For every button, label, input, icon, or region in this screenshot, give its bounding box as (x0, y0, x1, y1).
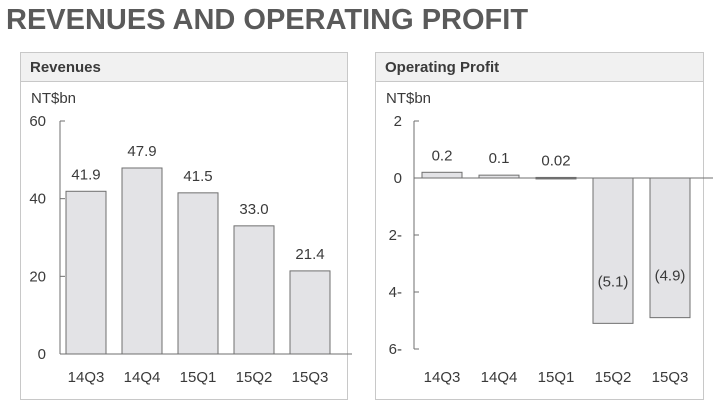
x-category-label: 15Q2 (595, 369, 632, 386)
value-label: (4.9) (655, 268, 686, 285)
value-label: 47.9 (127, 143, 156, 160)
page-title: REVENUES AND OPERATING PROFIT (6, 4, 529, 36)
operating-profit-chart: 2 0 2- 4- 6- 0.2 14Q3 0.1 14Q4 0.02 15Q1 (5.1) 15Q2 (… (389, 113, 713, 386)
x-category-label: 15Q3 (292, 369, 329, 386)
y-tick-label: 0 (38, 346, 46, 363)
value-label: 33.0 (239, 201, 268, 218)
y-tick-label: 2- (389, 227, 402, 244)
value-label: 41.9 (71, 166, 100, 183)
x-category-label: 14Q4 (124, 369, 161, 386)
x-category-label: 14Q4 (481, 369, 518, 386)
revenues-panel-title: Revenues (21, 53, 347, 82)
y-tick-label: 60 (29, 113, 46, 130)
bar-15q3 (289, 270, 331, 355)
operating-profit-panel-title: Operating Profit (376, 53, 703, 82)
x-category-label: 15Q2 (236, 369, 273, 386)
value-label: (5.1) (598, 273, 629, 290)
revenues-panel: Revenues NT$bn 0 20 40 60 41.9 14Q3 47.9 14Q4 41… (20, 52, 352, 400)
y-tick-label: 20 (29, 268, 46, 285)
bar-15q3 (649, 177, 691, 319)
value-label: 21.4 (295, 246, 324, 263)
bar-14q4 (121, 167, 163, 355)
bar-15q2 (233, 225, 275, 355)
bar-15q1 (177, 192, 219, 355)
y-tick-label: 4- (389, 284, 402, 301)
operating-profit-panel: Operating Profit NT$bn 2 0 2- 4- 6- 0.2 14Q3 0.… (375, 52, 713, 400)
y-tick-label: 2 (394, 113, 402, 130)
operating-profit-unit-label: NT$bn (386, 90, 432, 107)
y-tick-label: 6- (389, 341, 402, 358)
x-category-label: 14Q3 (68, 369, 105, 386)
x-category-label: 15Q1 (538, 369, 575, 386)
x-category-label: 14Q3 (424, 369, 461, 386)
value-label: 0.02 (541, 152, 570, 169)
x-category-label: 15Q1 (180, 369, 217, 386)
revenues-chart: 0 20 40 60 41.9 14Q3 47.9 14Q4 41.5 15Q1 33.0 15Q2 2… (29, 113, 352, 386)
y-tick-label: 40 (29, 191, 46, 208)
bar-14q3 (421, 171, 463, 179)
value-label: 0.1 (489, 150, 510, 167)
y-tick-label: 0 (394, 170, 402, 187)
x-category-label: 15Q3 (652, 369, 689, 386)
value-label: 41.5 (183, 168, 212, 185)
revenues-unit-label: NT$bn (31, 90, 77, 107)
bar-14q3 (65, 190, 107, 355)
value-label: 0.2 (432, 147, 453, 164)
bar-15q2 (592, 177, 634, 324)
